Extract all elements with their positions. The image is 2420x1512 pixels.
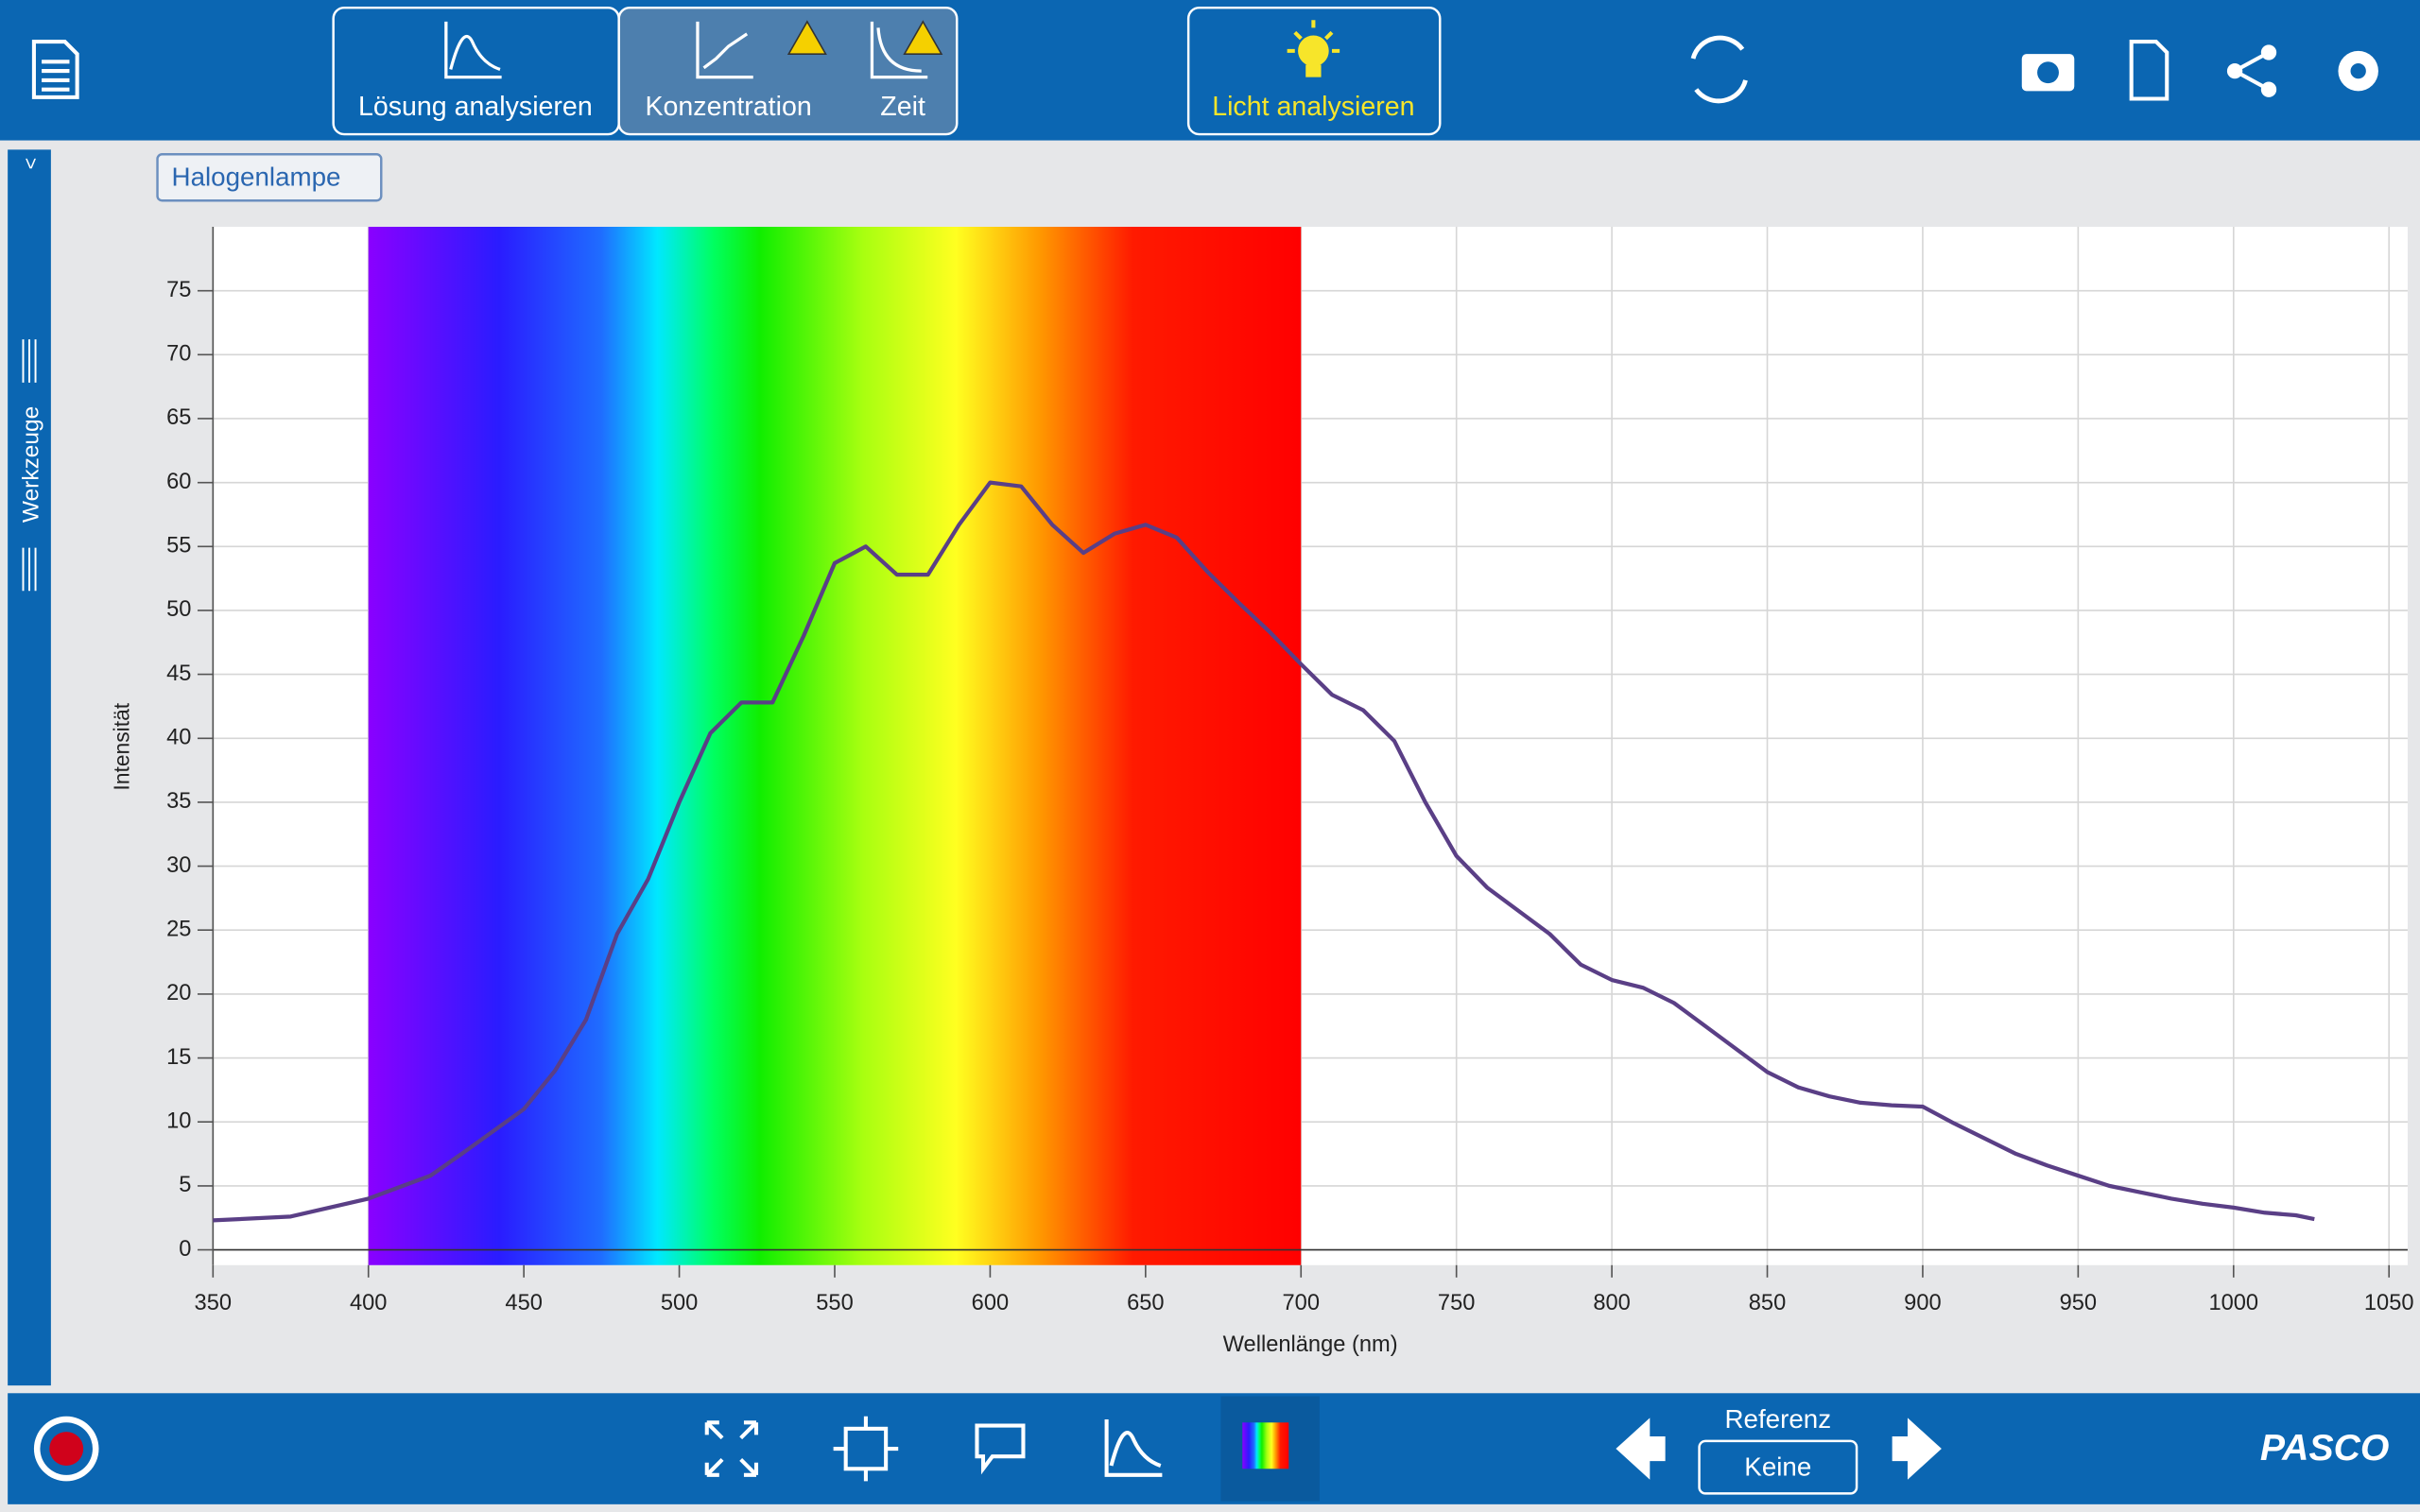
y-tick-label: 35: [166, 789, 191, 814]
bottom-bar: [8, 1393, 2420, 1504]
warning-icons: [786, 20, 943, 55]
action-icons[interactable]: [2021, 40, 2378, 101]
sidebar-grip: [22, 339, 37, 592]
x-tick-label: 350: [195, 1291, 232, 1315]
x-tick-label: 550: [816, 1291, 853, 1315]
y-tick-label: 30: [166, 853, 191, 878]
light-button[interactable]: [1186, 6, 1442, 136]
x-tick-label: 1050: [2364, 1291, 2414, 1315]
y-tick-label: 10: [166, 1108, 191, 1133]
nav-arrows[interactable]: [1616, 1418, 1942, 1480]
source-box[interactable]: [156, 153, 383, 202]
bottom-tools[interactable]: [704, 1416, 1163, 1482]
y-tick-label: 25: [166, 917, 191, 941]
x-tick-label: 600: [972, 1291, 1009, 1315]
bulb-icon: [1287, 20, 1340, 77]
x-tick-label: 650: [1127, 1291, 1164, 1315]
y-tick-label: 15: [166, 1045, 191, 1070]
x-tick-label: 500: [661, 1291, 698, 1315]
sidebar-label: Werkzeuge: [19, 406, 44, 523]
source-label: Halogenlampe: [172, 163, 341, 192]
y-tick-label: 40: [166, 726, 191, 750]
top-bar: [0, 0, 2420, 141]
y-tick-label: 60: [166, 470, 191, 494]
x-tick-label: 750: [1438, 1291, 1475, 1315]
x-tick-label: 900: [1904, 1291, 1941, 1315]
button-icons: [444, 21, 928, 79]
y-tick-label: 5: [179, 1173, 191, 1197]
x-tick-label: 800: [1593, 1291, 1630, 1315]
button-label: Lösung analysieren: [358, 92, 593, 122]
button-label: Konzentration: [645, 92, 811, 122]
x-tick-label: 950: [2060, 1291, 2097, 1315]
x-tick-label: 1000: [2208, 1291, 2258, 1315]
visible-spectrum: [368, 227, 1302, 1265]
y-tick-label: 65: [166, 405, 191, 430]
y-tick-label: 75: [166, 278, 191, 302]
x-tick-label: 700: [1283, 1291, 1320, 1315]
spectrum-line: [213, 480, 2315, 1223]
x-tick-label: 400: [350, 1291, 387, 1315]
brand: PASCO: [2260, 1428, 2389, 1469]
x-tick-label: 850: [1749, 1291, 1786, 1315]
button-label: Zeit: [880, 92, 925, 122]
y-tick-label: 70: [166, 342, 191, 367]
y-tick-label: 45: [166, 662, 191, 686]
menu-icon[interactable]: [31, 40, 79, 99]
reference-label: Referenz: [1725, 1404, 1832, 1434]
y-tick-label: 0: [179, 1237, 191, 1262]
reference-value: Keine: [1744, 1452, 1811, 1482]
y-tick-label: 50: [166, 597, 191, 622]
y-tick-label: 20: [166, 981, 191, 1005]
y-axis-label: Intensität: [110, 702, 134, 790]
x-axis-label: Wellenlänge (nm): [1223, 1332, 1398, 1357]
sync-icon[interactable]: [1690, 35, 1748, 104]
reference-box[interactable]: [1698, 1439, 1858, 1495]
sidebar[interactable]: [8, 149, 51, 1386]
sidebar-toggle[interactable]: >: [19, 158, 41, 169]
y-tick-label: 55: [166, 534, 191, 558]
button-label: Licht analysieren: [1212, 92, 1414, 122]
x-tick-label: 450: [505, 1291, 542, 1315]
